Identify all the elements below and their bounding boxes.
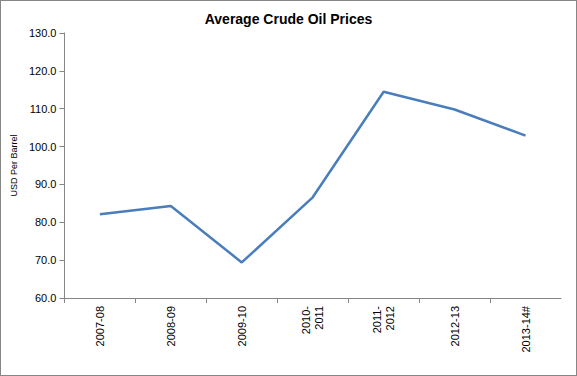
svg-text:100.0: 100.0: [29, 141, 57, 153]
svg-text:2013-14#: 2013-14#: [520, 305, 532, 352]
svg-text:2008-09: 2008-09: [165, 306, 177, 346]
svg-text:2007-08: 2007-08: [94, 306, 106, 346]
svg-text:110.0: 110.0: [30, 103, 57, 115]
svg-text:2012: 2012: [384, 306, 396, 330]
svg-text:USD Per Barrel: USD Per Barrel: [9, 134, 19, 196]
svg-text:90.0: 90.0: [35, 178, 56, 190]
svg-text:Average Crude Oil Prices: Average Crude Oil Prices: [205, 11, 373, 27]
svg-text:2012-13: 2012-13: [449, 306, 461, 346]
svg-text:2009-10: 2009-10: [236, 306, 248, 346]
svg-text:2010-: 2010-: [300, 306, 312, 334]
svg-text:80.0: 80.0: [35, 216, 56, 228]
svg-text:2011: 2011: [313, 306, 325, 330]
svg-text:130.0: 130.0: [29, 27, 57, 39]
svg-text:70.0: 70.0: [35, 254, 56, 266]
svg-text:2011-: 2011-: [371, 306, 383, 334]
svg-text:120.0: 120.0: [29, 65, 57, 77]
svg-text:60.0: 60.0: [35, 292, 56, 304]
